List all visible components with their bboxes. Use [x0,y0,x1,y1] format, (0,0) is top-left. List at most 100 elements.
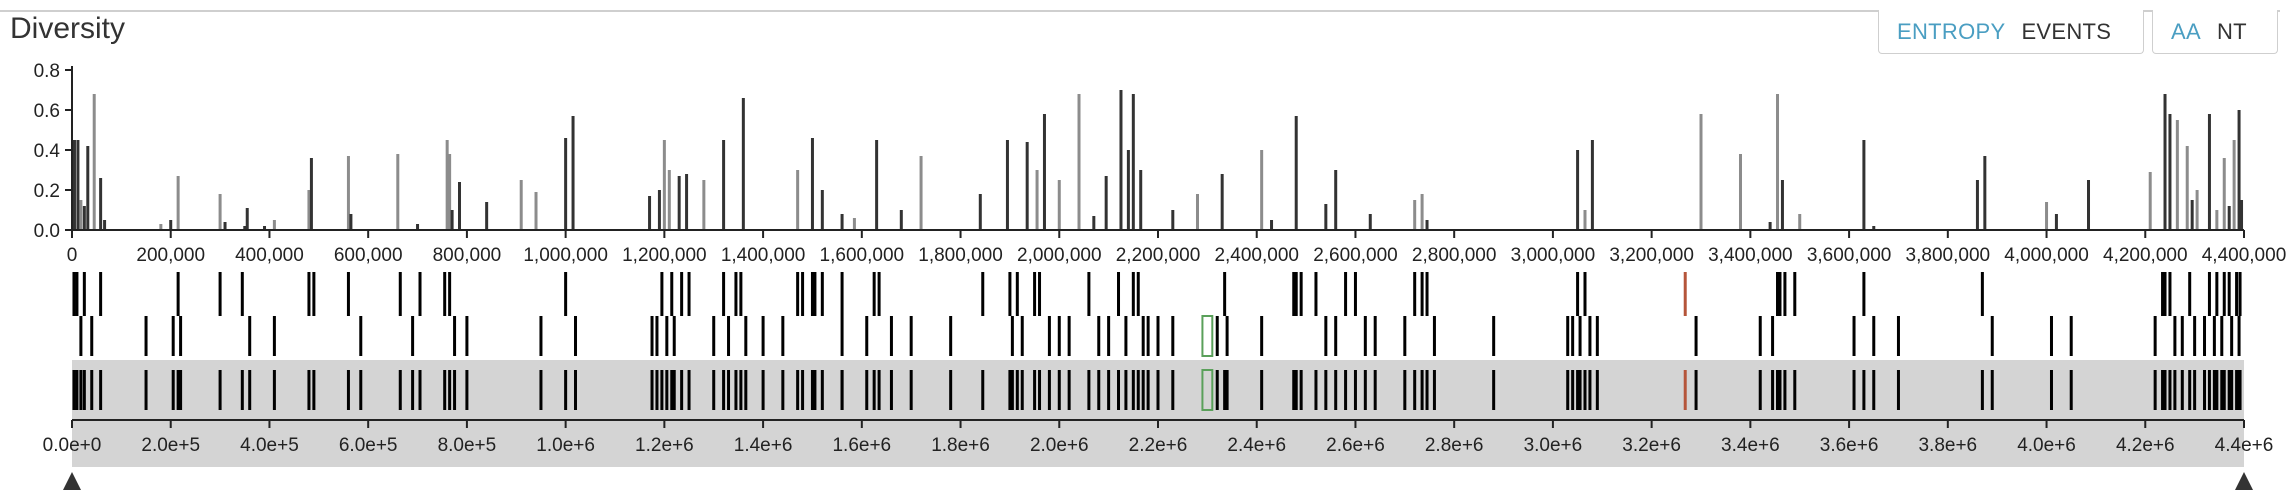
nav-gene-mark-lower [744,370,748,410]
gene-mark-lower [1771,316,1775,356]
nav-gene-mark-lower [2069,370,2073,410]
metric-toggle-group: ENTROPY EVENTS [1878,10,2144,54]
x-tick-label: 1,000,000 [523,245,608,266]
nt-button[interactable]: NT [2216,18,2247,44]
x-tick-label: 600,000 [334,245,403,266]
gene-mark-upper [398,272,402,316]
entropy-bar [2215,210,2219,230]
nav-gene-mark-upper [398,370,402,410]
y-tick-label: 0.4 [34,141,61,162]
gene-mark-lower [1334,316,1338,356]
gene-mark-lower [1146,316,1150,356]
gene-mark-lower [712,316,716,356]
gene-mark-lower [1566,316,1570,356]
entropy-bar [92,94,96,230]
entropy-bar [2222,158,2226,230]
gene-mark-lower [144,316,148,356]
gene-mark-lower [1990,316,1994,356]
events-button[interactable]: EVENTS [2021,18,2112,44]
x-tick-label: 2,000,000 [1017,245,1102,266]
gene-mark-lower [1047,316,1051,356]
mode-toggle-group: AA NT [2152,10,2278,54]
nav-gene-mark-upper [1314,370,1318,410]
entropy-button[interactable]: ENTROPY [1897,18,2006,44]
entropy-bar [1420,194,1424,230]
nav-gene-mark-upper [2215,370,2219,410]
nav-gene-mark-lower [1694,370,1698,410]
x-tick-label: 800,000 [433,245,502,266]
entropy-bar [263,226,267,230]
gene-mark-upper [877,272,881,316]
gene-mark-lower [1020,316,1024,356]
entropy-bar [2168,114,2172,230]
gene-mark-lower [1324,316,1328,356]
entropy-bar [1334,170,1338,230]
nav-gene-mark-upper [75,370,79,410]
entropy-bar [2232,140,2236,230]
x-tick-label: 400,000 [235,245,304,266]
entropy-bar [702,180,706,230]
nav-gene-mark-lower [1363,370,1367,410]
nav-gene-mark-lower [949,370,953,410]
nav-gene-mark-upper [810,370,814,410]
aa-button[interactable]: AA [2171,18,2201,44]
gene-mark-lower [1694,316,1698,356]
gene-mark-lower [727,316,731,356]
x-tick-label: 0 [67,245,78,266]
nav-gene-mark-upper [2222,370,2226,410]
gene-mark-lower [1225,316,1229,356]
gene-mark-upper [1038,272,1042,316]
entropy-bar [416,224,420,230]
navigator-tick-label: 3.8e+6 [1918,435,1977,456]
entropy-bar [76,140,80,230]
entropy-bar [448,154,452,230]
genome-navigator[interactable]: 0.0e+0 2.0e+5 4.0e+5 6.0e+5 8.0e+5 1.0e+6 1.2e… [43,419,2274,490]
nav-gene-mark-upper [1117,370,1121,410]
entropy-bar [648,196,652,230]
navigator-tick-label: 3.2e+6 [1622,435,1681,456]
navigator-tick-label: 3.0e+6 [1524,435,1583,456]
gene-mark-lower [1588,316,1592,356]
gene-mark-lower [1057,316,1061,356]
nav-gene-mark-lower [1215,370,1219,410]
entropy-bar [450,210,454,230]
nav-highlighted-gene-red [1683,370,1687,410]
gene-mark-lower [865,316,869,356]
x-tick-label: 200,000 [136,245,205,266]
entropy-bar [1035,170,1039,230]
gene-mark-lower [889,316,893,356]
navigator-tick-label: 2.6e+6 [1326,435,1385,456]
entropy-bar [307,190,311,230]
gene-mark-upper [820,272,824,316]
nav-gene-mark-upper [1033,370,1037,410]
y-tick-label: 0.8 [34,61,60,82]
gene-mark-lower [411,316,415,356]
gene-mark-upper [981,272,985,316]
nav-gene-mark-lower [712,370,716,410]
nav-gene-mark-upper [801,370,805,410]
brush-left-handle[interactable] [63,472,81,490]
nav-gene-mark-lower [2237,370,2241,410]
gene-mark-lower [79,316,83,356]
nav-gene-mark-lower [79,370,83,410]
entropy-bar [1131,94,1135,230]
nav-gene-mark-lower [1432,370,1436,410]
gene-mark-upper [1292,272,1296,316]
gene-mark-upper [1087,272,1091,316]
nav-gene-mark-lower [2193,370,2197,410]
nav-gene-mark-upper [981,370,985,410]
entropy-bar [1590,140,1594,230]
nav-gene-mark-lower [2212,370,2216,410]
nav-gene-mark-lower [411,370,415,410]
gene-mark-upper [1033,272,1037,316]
nav-gene-mark-upper [670,370,674,410]
gene-mark-upper [176,272,180,316]
gene-mark-upper [1344,272,1348,316]
gene-mark-upper [1776,272,1780,316]
nav-gene-mark-upper [1862,370,1866,410]
entropy-bar [978,194,982,230]
entropy-bar [1975,180,1979,230]
navigator-tick-label: 4.0e+6 [2017,435,2076,456]
nav-gene-mark-lower [865,370,869,410]
brush-right-handle[interactable] [2235,472,2253,490]
